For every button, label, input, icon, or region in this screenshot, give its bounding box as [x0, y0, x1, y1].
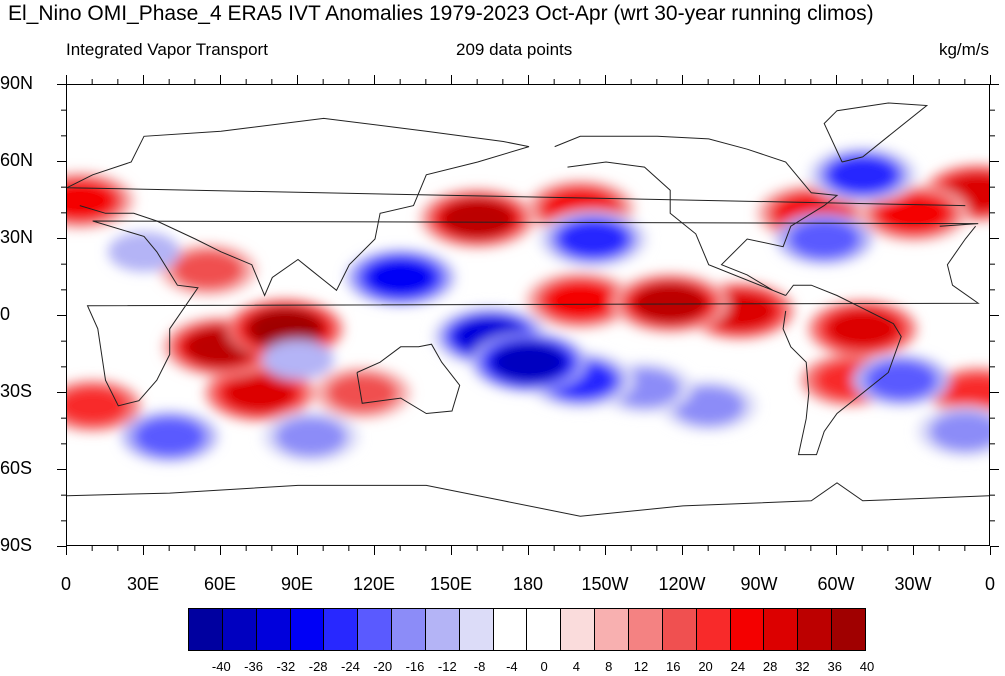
lon-tick-label: 60E [203, 574, 237, 594]
anomaly-contour [249, 308, 322, 349]
coastline-segment [554, 135, 839, 296]
lon-tick-label: 30E [126, 574, 160, 594]
lat-tick-label: 90S [0, 535, 33, 555]
anomaly-contour [942, 373, 989, 413]
anomaly-contour [634, 283, 707, 324]
lon-tick-label: 90W [740, 574, 778, 594]
colorbar-tick-label: 12 [633, 659, 649, 674]
anomaly-contour [262, 339, 334, 380]
colorbar-tick-label: 8 [605, 659, 613, 674]
colorbar-swatch [493, 609, 528, 650]
colorbar-swatch [662, 609, 697, 650]
map-title: El_Nino OMI_Phase_4 ERA5 IVT Anomalies 1… [8, 2, 874, 25]
anomaly-contour [172, 249, 245, 290]
colorbar-tick-label: -24 [341, 659, 360, 674]
units-label: kg/m/s [938, 40, 989, 59]
variable-label: Integrated Vapor Transport [66, 40, 268, 59]
colorbar-tick-label: 28 [762, 659, 778, 674]
sample-size-label: 209 data points [456, 40, 573, 59]
colorbar-swatch [832, 609, 865, 650]
colorbar-swatch [527, 609, 562, 650]
colorbar-swatch [358, 609, 393, 650]
colorbar-swatch [561, 609, 596, 650]
lon-tick-label: 150W [581, 574, 629, 594]
anomaly-contour [223, 373, 296, 413]
colorbar-tick-label: 4 [572, 659, 581, 674]
coastline-segment [823, 102, 929, 163]
colorbar-tick-label: 0 [540, 659, 548, 674]
lon-tick-label: 180 [512, 574, 544, 594]
anomaly-field [67, 102, 989, 517]
lon-tick-label: 30W [894, 574, 932, 594]
colorbar-tick-label: -4 [506, 659, 518, 674]
colorbar-swatch [628, 609, 663, 650]
colorbar-swatch [256, 609, 291, 650]
lon-tick-label: 150E [429, 574, 473, 594]
colorbar-tick-label: 16 [666, 659, 681, 674]
coastline-segment [356, 343, 461, 415]
anomaly-contour [826, 154, 899, 195]
anomaly-contour [326, 373, 399, 413]
lon-tick-label: 60W [817, 574, 855, 594]
colorbar-swatch [324, 609, 359, 650]
colorbar-tick-label: -32 [276, 659, 296, 674]
colorbar-tick-label: 36 [827, 659, 842, 674]
anomaly-contour [788, 219, 861, 259]
anomaly-contour [544, 280, 617, 321]
colorbar-tick-label: -40 [211, 659, 231, 674]
anomaly-contour [108, 231, 180, 272]
lon-tick-label: 120E [352, 574, 396, 594]
lat-tick-label: 30S [0, 381, 33, 401]
lat-tick-label: 60N [0, 150, 34, 170]
coastline-segment [67, 117, 966, 297]
coastline-segment [782, 284, 902, 456]
colorbar-swatch [392, 609, 426, 650]
colorbar-tick-label: 32 [795, 659, 810, 674]
coastlines [67, 102, 989, 517]
colorbar-tick-label: -28 [308, 659, 328, 674]
lat-tick-label: 30N [0, 227, 34, 247]
colorbar-swatch [290, 609, 325, 650]
colorbar-tick-label: 40 [859, 659, 875, 674]
anomaly-contour [274, 416, 347, 457]
colorbar-tick-label: -8 [473, 659, 486, 674]
anomaly-contour [133, 416, 206, 457]
anomaly-contour [493, 342, 565, 383]
anomaly-contour [557, 219, 630, 259]
colorbar-swatch [730, 609, 765, 650]
lon-tick-label: 120W [658, 574, 706, 594]
colorbar-swatch [189, 609, 223, 650]
colorbar-swatch [764, 609, 799, 650]
colorbar-swatch [425, 609, 460, 650]
colorbar-tick-label: -16 [405, 659, 425, 674]
lat-tick-label: 90N [0, 73, 34, 93]
colorbar-tick-label: -12 [437, 659, 457, 674]
anomaly-contour [441, 198, 514, 239]
anomaly-contour [364, 257, 437, 298]
colorbar [188, 608, 866, 651]
anomaly-contour [67, 180, 116, 221]
colorbar-swatch [696, 609, 731, 650]
colorbar-swatch [798, 609, 833, 650]
colorbar-tick-label: 24 [730, 659, 746, 674]
lon-tick-label: 90E [280, 574, 314, 594]
anomaly-contour [929, 411, 989, 452]
colorbar-swatch [459, 609, 494, 650]
coastline-segment [86, 220, 980, 407]
lat-tick-label: 0 [0, 304, 11, 324]
anomaly-contour [826, 308, 899, 349]
colorbar-swatch [595, 609, 629, 650]
lon-tick-label: 0 [60, 574, 72, 594]
map-plot-area [66, 84, 990, 546]
colorbar-tick-label: -36 [244, 659, 263, 674]
anomaly-contour [672, 385, 745, 426]
anomaly-contour [865, 360, 938, 401]
colorbar-swatch [222, 609, 257, 650]
lon-tick-label: 0 [984, 574, 996, 594]
colorbar-tick-label: -20 [373, 659, 393, 674]
colorbar-tick-label: 20 [698, 659, 713, 674]
coastline-segment [67, 482, 989, 517]
lat-tick-label: 60S [0, 458, 33, 478]
